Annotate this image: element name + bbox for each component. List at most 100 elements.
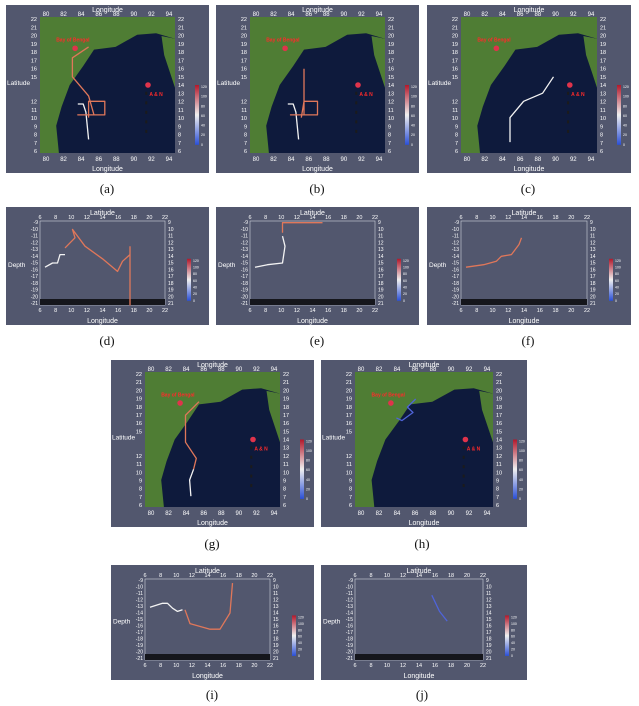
x-tick-bottom: 8	[54, 308, 57, 314]
island-mark	[462, 455, 465, 459]
location-label-2: A & N	[571, 92, 585, 98]
colorbar-tick-label: 120	[511, 615, 517, 619]
x-tick-top: 22	[372, 215, 378, 221]
lon-tick-bottom: 84	[394, 511, 401, 517]
x-tick-bottom: 22	[584, 308, 590, 314]
colorbar-tick-label: 120	[298, 615, 304, 619]
lat-tick-right: 8	[388, 133, 391, 139]
caption-b: (b)	[309, 181, 325, 196]
lon-tick-top: 90	[552, 12, 559, 18]
y-tick-left: -9	[349, 578, 354, 584]
lat-tick-right: 19	[178, 42, 184, 48]
x-tick-top: 22	[267, 573, 273, 579]
track-path	[396, 398, 417, 422]
y-tick-right: 16	[273, 624, 279, 630]
lon-tick-top: 88	[218, 367, 225, 373]
lat-tick-right: 15	[178, 75, 184, 81]
x-tick-bottom: 18	[341, 308, 347, 314]
y-tick-left: -9	[34, 220, 39, 226]
lon-tick-top: 84	[288, 12, 295, 18]
lat-tick-right: 10	[496, 470, 502, 476]
lat-tick-left: 22	[241, 17, 247, 23]
y-tick-right: 19	[486, 643, 492, 649]
land-mass	[145, 372, 280, 507]
y-tick-left: -10	[452, 227, 459, 233]
x-tick-top: 16	[432, 573, 438, 579]
location-pin-2	[145, 82, 151, 88]
lat-tick-left: 9	[455, 124, 458, 130]
y-tick-right: 19	[378, 288, 384, 294]
lat-tick-left: 21	[346, 380, 352, 386]
colorbar	[300, 439, 304, 499]
lat-tick-left: 9	[349, 478, 352, 484]
lat-tick-right: 11	[178, 108, 184, 114]
colorbar-tick-label: 100	[403, 265, 409, 269]
y-tick-left: -15	[31, 261, 38, 267]
x-tick-top: 12	[294, 215, 300, 221]
lat-tick-left: 8	[455, 133, 458, 139]
y-tick-left: -12	[452, 240, 459, 246]
lat-tick-right: 7	[178, 141, 181, 147]
lat-tick-left: 8	[34, 133, 37, 139]
y-tick-right: 10	[378, 227, 384, 233]
x-tick-top: 6	[353, 573, 356, 579]
lat-tick-left: 11	[136, 462, 142, 468]
y-tick-right: 14	[378, 254, 384, 260]
axis-title-left: Depth	[113, 619, 131, 626]
lat-tick-right: 12	[283, 454, 289, 460]
colorbar-tick-label: 40	[519, 478, 523, 482]
lon-tick-top: 80	[358, 367, 365, 373]
y-tick-right: 18	[486, 637, 492, 643]
lat-tick-right: 14	[388, 83, 394, 89]
lat-tick-left: 11	[241, 108, 247, 114]
lat-tick-right: 15	[283, 429, 289, 435]
location-label-1: Bay of Bengal	[161, 392, 195, 398]
x-tick-bottom: 10	[489, 308, 495, 314]
lon-tick-bottom: 80	[464, 157, 471, 163]
lat-tick-left: 16	[31, 67, 37, 73]
x-tick-bottom: 14	[204, 663, 210, 669]
y-tick-left: -20	[452, 294, 459, 300]
lat-tick-left: 21	[452, 25, 458, 31]
lat-tick-left: 12	[346, 454, 352, 460]
x-tick-top: 10	[68, 215, 74, 221]
lat-tick-right: 18	[178, 50, 184, 56]
colorbar-tick-label: 20	[193, 292, 197, 296]
axis-title-top: Longitude	[409, 362, 440, 369]
lat-tick-right: 22	[178, 17, 184, 23]
colorbar-tick-label: 0	[306, 497, 308, 501]
y-tick-right: 19	[590, 288, 596, 294]
colorbar-tick-label: 60	[201, 114, 205, 118]
lat-tick-right: 19	[283, 397, 289, 403]
panel-g: Bay of Bengal A & N Longitude Longitude Lati…	[111, 360, 314, 527]
y-tick-left: -11	[241, 234, 248, 240]
axis-title-bottom: Longitude	[197, 520, 228, 527]
axis-title-top: Latitude	[300, 210, 325, 217]
track-path	[465, 237, 523, 268]
lat-tick-right: 6	[178, 149, 181, 155]
x-tick-top: 6	[143, 573, 146, 579]
x-tick-top: 12	[189, 573, 195, 579]
colorbar	[505, 615, 509, 656]
y-tick-left: -17	[346, 630, 353, 636]
x-tick-bottom: 22	[162, 308, 168, 314]
island-mark	[355, 91, 358, 95]
colorbar-tick-label: 60	[519, 468, 523, 472]
lon-tick-top: 90	[448, 367, 455, 373]
lat-tick-right: 9	[283, 478, 286, 484]
axis-title-bottom: Longitude	[409, 520, 440, 527]
y-tick-right: 17	[590, 274, 596, 280]
lon-tick-top: 88	[323, 12, 330, 18]
x-tick-top: 10	[278, 215, 284, 221]
colorbar-tick-label: 0	[519, 497, 521, 501]
colorbar-tick-label: 120	[201, 85, 207, 89]
lon-tick-top: 94	[166, 12, 173, 18]
colorbar	[609, 258, 613, 301]
y-tick-right: 10	[486, 585, 492, 591]
lat-tick-left: 9	[34, 124, 37, 130]
y-tick-left: -13	[346, 604, 353, 610]
lat-tick-left: 11	[31, 108, 37, 114]
island-mark	[567, 129, 570, 133]
lat-tick-right: 13	[600, 91, 606, 97]
lat-tick-right: 20	[388, 34, 394, 40]
